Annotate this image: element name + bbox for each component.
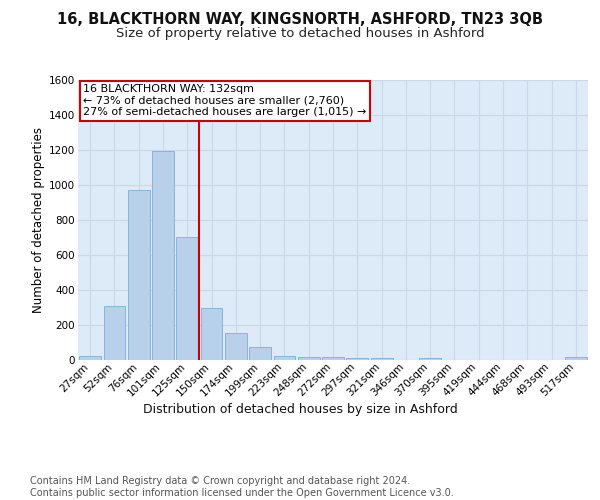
Y-axis label: Number of detached properties: Number of detached properties: [32, 127, 45, 313]
Text: 16 BLACKTHORN WAY: 132sqm
← 73% of detached houses are smaller (2,760)
27% of se: 16 BLACKTHORN WAY: 132sqm ← 73% of detac…: [83, 84, 367, 117]
Bar: [419, 358, 441, 360]
Text: Contains HM Land Registry data © Crown copyright and database right 2024.
Contai: Contains HM Land Registry data © Crown c…: [30, 476, 454, 498]
Bar: [322, 358, 344, 360]
Bar: [565, 358, 587, 360]
Bar: [79, 356, 101, 360]
Bar: [298, 356, 320, 360]
Bar: [104, 306, 125, 360]
Bar: [274, 356, 295, 360]
Bar: [200, 308, 223, 360]
Bar: [176, 238, 198, 360]
Bar: [128, 190, 149, 360]
Bar: [346, 358, 368, 360]
Bar: [225, 333, 247, 360]
Bar: [152, 151, 174, 360]
Text: 16, BLACKTHORN WAY, KINGSNORTH, ASHFORD, TN23 3QB: 16, BLACKTHORN WAY, KINGSNORTH, ASHFORD,…: [57, 12, 543, 28]
Text: Size of property relative to detached houses in Ashford: Size of property relative to detached ho…: [116, 28, 484, 40]
Bar: [371, 358, 392, 360]
Bar: [249, 347, 271, 360]
Text: Distribution of detached houses by size in Ashford: Distribution of detached houses by size …: [143, 402, 457, 415]
